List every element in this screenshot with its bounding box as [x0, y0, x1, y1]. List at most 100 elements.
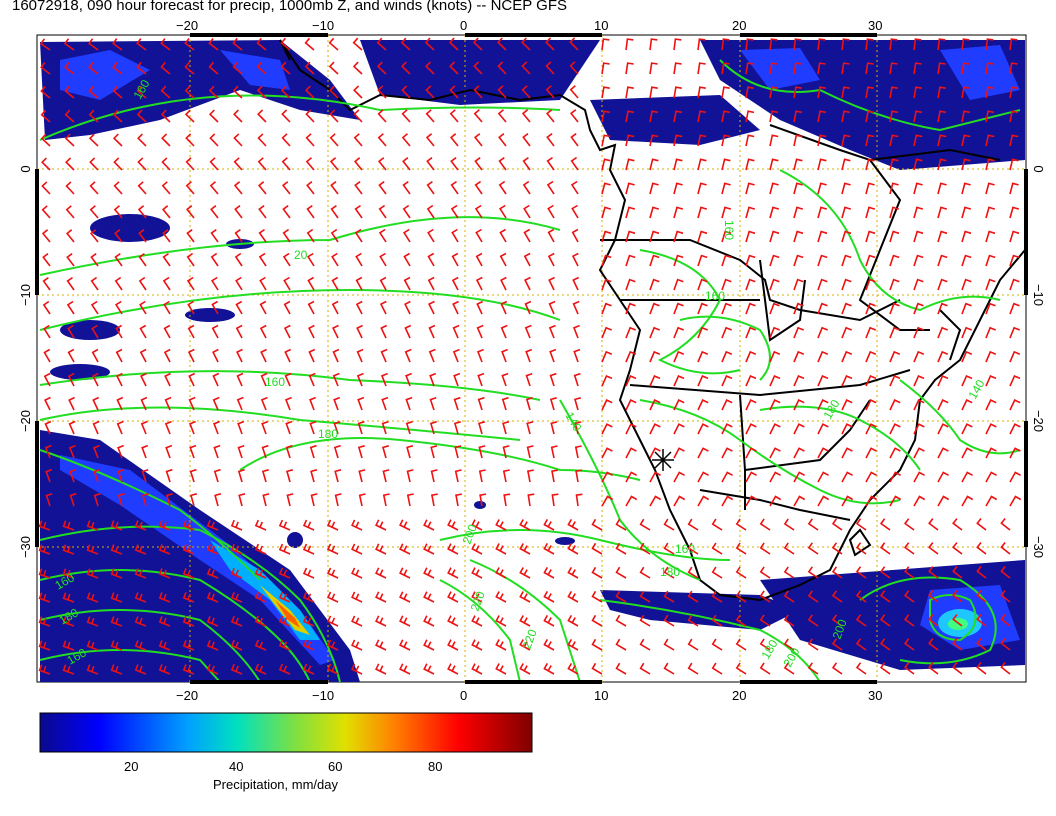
wind-barb: [550, 421, 558, 435]
wind-barb: [40, 62, 51, 75]
wind-barb: [575, 493, 583, 507]
wind-barb: [865, 134, 875, 147]
wind-barb: [160, 85, 171, 99]
wind-barb: [379, 300, 387, 315]
wind-barb: [163, 324, 171, 339]
wind-barb: [952, 566, 963, 579]
wind-barb: [639, 614, 651, 627]
wind-barb: [62, 640, 75, 651]
wind-barb: [569, 85, 579, 99]
wind-barb: [64, 133, 75, 147]
wind-barb: [546, 132, 555, 147]
wind-barb: [697, 134, 707, 147]
wind-barb: [423, 543, 435, 555]
wind-barb: [86, 520, 99, 531]
wind-barb: [92, 396, 100, 411]
wind-barb: [649, 254, 660, 267]
wind-barb: [961, 278, 972, 291]
wind-barb: [115, 348, 123, 363]
wind-barb: [261, 469, 269, 483]
wind-barb: [42, 300, 51, 315]
wind-barb: [711, 662, 723, 675]
wind-barb: [473, 61, 483, 75]
wind-barb: [625, 350, 637, 363]
wind-barb: [425, 133, 435, 147]
wind-barb: [451, 276, 459, 291]
wind-barb: [1009, 495, 1022, 507]
wind-barb: [697, 447, 709, 459]
wind-barb: [769, 86, 778, 99]
wind-barb: [399, 615, 411, 627]
wind-barb: [639, 662, 651, 675]
wind-barb: [759, 518, 771, 531]
wind-barb: [735, 662, 747, 675]
wind-barb: [326, 639, 339, 651]
wind-barb: [807, 566, 819, 579]
wind-barb: [807, 590, 819, 603]
wind-barb: [1000, 518, 1011, 531]
wind-barb: [527, 493, 535, 507]
wind-barb: [574, 421, 582, 435]
wind-barb: [278, 615, 291, 627]
wind-barb: [211, 324, 219, 339]
wind-barb: [625, 374, 637, 387]
wind-barb: [139, 348, 147, 363]
wind-barb: [913, 62, 922, 75]
wind-barb: [139, 324, 147, 339]
wind-barb: [697, 158, 707, 171]
wind-barb: [230, 567, 243, 579]
wind-barb: [158, 592, 171, 603]
wind-barb: [164, 420, 172, 435]
wind-barb: [673, 471, 685, 483]
wind-barb: [673, 110, 683, 123]
wind-barb: [889, 62, 898, 75]
wind-barb: [38, 544, 51, 555]
wind-barb: [375, 615, 387, 627]
wind-barb: [405, 396, 413, 411]
wind-barb: [549, 397, 557, 411]
wind-barb: [329, 109, 339, 123]
wind-barb: [1009, 182, 1019, 195]
wind-barb: [745, 110, 755, 123]
wind-barb: [663, 590, 675, 603]
wind-barb: [721, 447, 733, 459]
wind-barb: [649, 350, 661, 363]
wind-barb: [525, 348, 533, 363]
wind-barb: [188, 396, 196, 411]
wind-barb: [399, 591, 411, 603]
wind-barb: [673, 254, 684, 267]
wind-barb: [523, 252, 531, 267]
wind-barb: [262, 493, 270, 507]
wind-barb: [543, 615, 555, 627]
wind-barb: [426, 180, 435, 195]
wind-barb: [62, 592, 75, 603]
wind-barb: [357, 420, 365, 435]
wind-barb: [278, 567, 291, 579]
wind-barb: [745, 471, 757, 483]
wind-barb: [92, 420, 100, 435]
wind-barb: [615, 638, 627, 651]
wind-barb: [283, 276, 291, 291]
right-lat-labels: 0 −10 −20 −30: [1031, 165, 1046, 558]
wind-barb: [865, 254, 876, 267]
wind-barb: [783, 638, 795, 651]
wind-barb: [783, 566, 795, 579]
wind-barb: [254, 567, 267, 579]
wind-barb: [307, 276, 315, 291]
wind-barb: [937, 182, 947, 195]
wind-barb: [304, 61, 315, 75]
wind-barb: [472, 37, 483, 51]
wind-barb: [687, 518, 699, 531]
wind-barb: [161, 157, 171, 171]
lon-label: −10: [312, 18, 334, 33]
wind-barb: [889, 447, 901, 459]
wind-barb: [745, 302, 756, 315]
wind-barb: [110, 664, 123, 675]
wind-barb: [331, 252, 339, 267]
wind-barb: [601, 110, 611, 123]
wind-barb: [65, 157, 75, 171]
wind-barb: [817, 495, 830, 507]
wind-barbs: [38, 37, 1022, 675]
wind-barb: [495, 639, 507, 651]
wind-barb: [572, 276, 580, 291]
